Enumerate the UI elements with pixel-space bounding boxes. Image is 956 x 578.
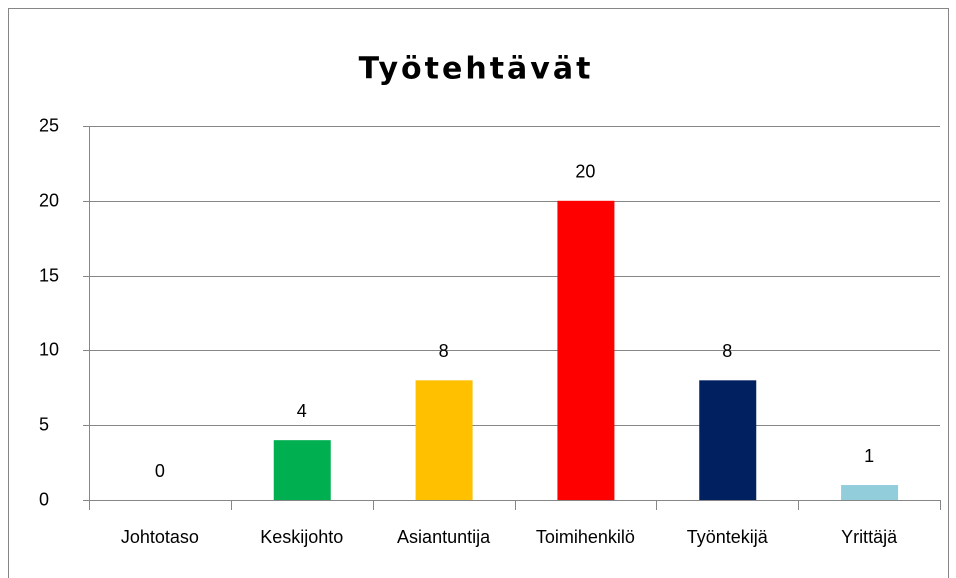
data-label: 20 xyxy=(575,162,595,182)
x-tick-label: Toimihenkilö xyxy=(536,527,635,547)
bar xyxy=(415,380,473,500)
bar xyxy=(699,380,757,500)
y-tick-label: 5 xyxy=(39,414,49,434)
y-tick-label: 15 xyxy=(39,265,59,285)
y-tick-label: 25 xyxy=(39,115,59,135)
x-tick-label: Asiantuntija xyxy=(397,527,491,547)
data-label: 1 xyxy=(864,446,874,466)
bar xyxy=(557,200,615,501)
data-label: 8 xyxy=(722,341,732,361)
bar xyxy=(273,440,331,500)
x-tick-label: Keskijohto xyxy=(260,527,343,547)
chart-border xyxy=(8,8,949,578)
data-label: 8 xyxy=(439,341,449,361)
bar xyxy=(841,485,899,500)
x-tick-label: Työntekijä xyxy=(687,527,769,547)
y-tick-label: 0 xyxy=(39,489,49,509)
data-label: 4 xyxy=(297,401,307,421)
x-tick-label: Yrittäjä xyxy=(841,527,898,547)
x-tick-label: Johtotaso xyxy=(121,527,199,547)
y-tick-label: 10 xyxy=(39,339,59,359)
chart-title: Työtehtävät xyxy=(359,52,594,87)
data-label: 0 xyxy=(155,461,165,481)
y-tick-label: 20 xyxy=(39,190,59,210)
